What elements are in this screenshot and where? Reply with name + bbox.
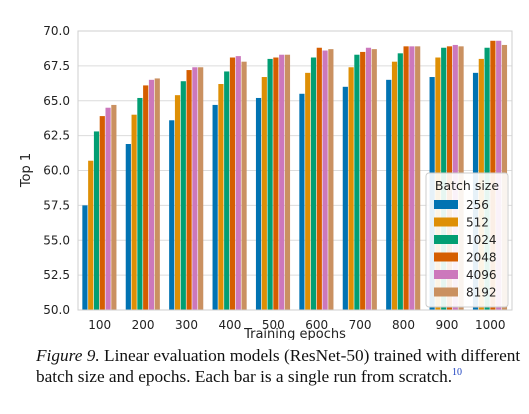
bar-8192-200 xyxy=(154,78,160,311)
legend-label-512: 512 xyxy=(466,216,489,230)
x-tick-label: 700 xyxy=(349,318,372,332)
bar-512-100 xyxy=(88,160,94,310)
x-tick-label: 200 xyxy=(132,318,155,332)
bar-1024-700 xyxy=(354,54,360,310)
bar-1024-600 xyxy=(310,57,317,311)
bar-256-500 xyxy=(255,97,262,311)
legend-swatch-256 xyxy=(434,200,458,209)
bar-2048-200 xyxy=(143,85,149,310)
x-tick-label: 100 xyxy=(88,318,111,332)
bar-2048-300 xyxy=(186,70,192,310)
bar-512-600 xyxy=(305,72,311,310)
bar-2048-700 xyxy=(360,51,366,311)
x-axis-ticks: 100 200 300 400 500 600 700 800 900 1000 xyxy=(88,318,505,332)
x-tick-label: 300 xyxy=(175,318,198,332)
y-tick-label: 50.0 xyxy=(43,303,70,317)
bar-2048-400 xyxy=(229,57,236,311)
y-tick-label: 60.0 xyxy=(43,164,70,178)
bar-512-800 xyxy=(391,61,398,310)
y-tick-label: 65.0 xyxy=(43,94,70,108)
bar-512-300 xyxy=(174,95,181,310)
legend-swatch-512 xyxy=(434,217,458,227)
x-tick-label: 900 xyxy=(435,318,458,332)
bar-256-100 xyxy=(82,205,88,311)
legend-label-1024: 1024 xyxy=(466,233,497,247)
bar-2048-100 xyxy=(99,116,105,310)
bar-512-200 xyxy=(131,114,137,310)
legend-swatch-4096 xyxy=(434,270,458,279)
y-tick-label: 55.0 xyxy=(43,233,70,247)
figure-caption: Figure 9. Linear evaluation models (ResN… xyxy=(36,345,522,387)
bar-4096-100 xyxy=(105,107,111,310)
bar-8192-500 xyxy=(284,54,291,310)
bar-4096-200 xyxy=(148,79,155,310)
legend-label-8192: 8192 xyxy=(466,286,497,300)
legend-label-2048: 2048 xyxy=(466,251,497,265)
legend-label-4096: 4096 xyxy=(466,268,497,282)
y-axis-ticks: 50.0 52.5 55.0 57.5 60.0 62.5 65.0 67.5 70.0 xyxy=(43,24,70,317)
bar-2048-800 xyxy=(403,46,409,311)
bar-256-600 xyxy=(299,93,305,310)
bar-4096-300 xyxy=(192,67,198,311)
legend-title: Batch size xyxy=(435,178,499,193)
caption-text: Linear evaluation models (ResNet-50) tra… xyxy=(36,346,521,386)
legend-swatch-1024 xyxy=(434,235,458,244)
bar-1024-800 xyxy=(397,53,403,310)
x-tick-label: 400 xyxy=(218,318,241,332)
bar-256-800 xyxy=(386,79,392,310)
bar-8192-400 xyxy=(241,61,247,310)
bar-256-400 xyxy=(212,104,218,311)
legend-swatch-2048 xyxy=(434,252,458,262)
bar-4096-800 xyxy=(409,46,415,311)
bar-256-300 xyxy=(169,120,175,310)
legend-swatch-8192 xyxy=(434,287,458,297)
bar-2048-500 xyxy=(273,57,279,311)
plot-frame xyxy=(77,30,513,311)
y-tick-label: 62.5 xyxy=(43,129,70,143)
x-tick-label: 1000 xyxy=(475,318,506,332)
x-tick-label: 500 xyxy=(262,318,285,332)
y-tick-label: 52.5 xyxy=(43,268,70,282)
bar-1024-200 xyxy=(137,97,143,311)
caption-label: Figure 9. xyxy=(36,346,100,365)
bar-1024-100 xyxy=(93,131,100,310)
bar-8192-100 xyxy=(111,104,117,311)
y-tick-label: 57.5 xyxy=(43,198,70,212)
bar-8192-800 xyxy=(415,46,421,311)
bar-2048-600 xyxy=(316,47,322,311)
bar-512-400 xyxy=(218,84,224,310)
bar-4096-600 xyxy=(322,50,328,310)
bar-512-500 xyxy=(261,77,267,310)
y-axis-title: Top 1 xyxy=(19,153,34,188)
bar-8192-600 xyxy=(328,49,334,310)
x-axis-title: Training epochs xyxy=(243,327,346,340)
legend-label-256: 256 xyxy=(466,198,489,212)
bar-256-200 xyxy=(125,144,131,310)
x-tick-label: 600 xyxy=(305,318,328,332)
bar-4096-500 xyxy=(279,54,285,310)
bar-1024-500 xyxy=(267,58,273,311)
bar-512-700 xyxy=(348,67,354,311)
bar-1024-300 xyxy=(180,81,186,310)
bar-8192-300 xyxy=(198,67,204,311)
bar-4096-400 xyxy=(235,56,241,310)
y-tick-label: 67.5 xyxy=(43,59,70,73)
y-tick-label: 70.0 xyxy=(43,24,70,38)
x-tick-label: 800 xyxy=(392,318,415,332)
bar-1024-400 xyxy=(224,71,230,311)
legend: Batch size 256 512 1024 2048 4096 8192 xyxy=(425,172,509,308)
bar-8192-700 xyxy=(371,49,377,310)
bar-256-700 xyxy=(342,86,348,310)
bar-4096-700 xyxy=(365,47,372,311)
bar-chart: 50.0 52.5 55.0 57.5 60.0 62.5 65.0 67.5 70.0 100… xyxy=(19,24,513,340)
caption-footnote-link[interactable]: 10 xyxy=(452,367,463,379)
